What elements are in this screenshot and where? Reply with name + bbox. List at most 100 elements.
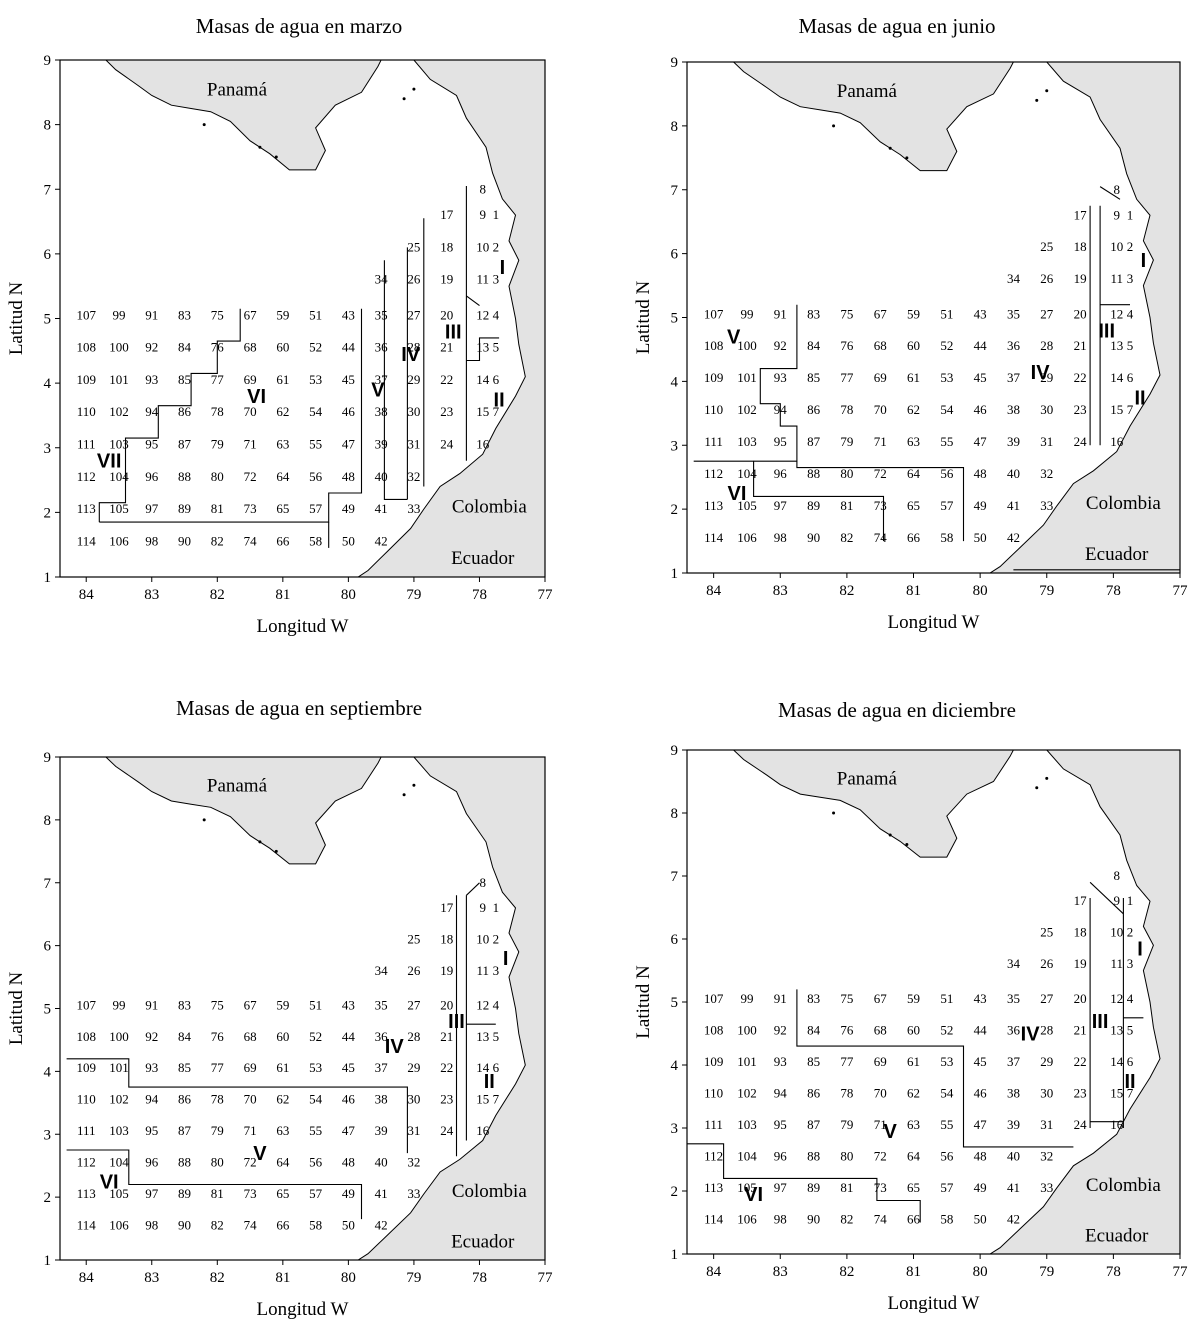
island-mark (1035, 786, 1039, 790)
station-label: 113 (704, 498, 723, 513)
panama-land (732, 62, 1014, 172)
station-label: 33 (1040, 498, 1053, 513)
station-label: 67 (244, 997, 258, 1012)
station-label: 57 (309, 501, 323, 516)
station-label: 82 (211, 1217, 224, 1232)
station-label: 2 (493, 239, 500, 254)
island-mark (258, 840, 262, 844)
x-tick-label: 78 (1106, 583, 1121, 599)
place-colombia: Colombia (1086, 1175, 1162, 1196)
station-label: 20 (1074, 991, 1087, 1006)
station-label: 65 (276, 1186, 289, 1201)
x-tick-label: 78 (1106, 1264, 1121, 1280)
y-axis-label: Latitud N (6, 282, 27, 356)
station-label: 53 (309, 1060, 322, 1075)
station-label: 54 (309, 404, 323, 419)
station-label: 79 (840, 1117, 853, 1132)
water-mass-boundary (66, 1058, 408, 1154)
y-tick-label: 3 (44, 1127, 52, 1143)
y-tick-label: 5 (44, 1002, 52, 1018)
station-label: 26 (407, 963, 421, 978)
station-label: 27 (1040, 991, 1054, 1006)
y-tick-label: 4 (671, 1058, 679, 1074)
y-tick-label: 9 (44, 750, 52, 766)
station-label: 97 (774, 1180, 788, 1195)
station-label: 28 (1040, 1022, 1053, 1037)
station-label: 90 (807, 1211, 820, 1226)
station-label: 94 (774, 1085, 788, 1100)
x-tick-label: 81 (275, 1270, 290, 1286)
station-label: 114 (704, 530, 724, 545)
station-label: 42 (375, 533, 388, 548)
station-label: 15 (1110, 402, 1123, 417)
station-label: 81 (840, 498, 853, 513)
station-label: 41 (375, 501, 388, 516)
station-label: 17 (1074, 207, 1088, 222)
y-tick-label: 8 (44, 813, 52, 829)
station-label: 6 (1127, 1054, 1134, 1069)
station-label: 9 (479, 207, 486, 222)
station-label: 70 (874, 1085, 887, 1100)
station-label: 109 (704, 1054, 724, 1069)
station-label: 48 (342, 469, 355, 484)
station-label: 66 (276, 1217, 290, 1232)
island-mark (402, 793, 406, 797)
water-mass-label: VI (728, 483, 747, 505)
panel-septiembre: Masas de agua en septiembre 84 83 82 81 80 79… (0, 668, 598, 1336)
station-label: 92 (774, 1022, 787, 1037)
station-label: 46 (974, 1085, 988, 1100)
colombia-land (357, 757, 545, 1260)
station-label: 34 (1007, 956, 1021, 971)
station-label: 25 (407, 239, 420, 254)
station-label: 67 (244, 307, 258, 322)
station-label: 84 (178, 1029, 192, 1044)
station-label: 3 (493, 272, 500, 287)
station-label: 53 (940, 370, 953, 385)
water-mass-boundary (796, 989, 1074, 1148)
y-tick-label: 7 (671, 869, 679, 885)
station-label: 59 (276, 997, 289, 1012)
station-label: 75 (211, 997, 224, 1012)
station-label: 66 (276, 533, 290, 548)
y-tick-label: 8 (671, 119, 679, 135)
station-label: 59 (907, 991, 920, 1006)
station-label: 69 (874, 1054, 887, 1069)
station-label: 24 (1074, 1117, 1088, 1132)
station-label: 78 (211, 404, 224, 419)
station-label: 87 (807, 434, 821, 449)
station-label: 31 (407, 1123, 420, 1138)
x-tick-label: 77 (1173, 583, 1189, 599)
station-label: 2 (1127, 239, 1134, 254)
station-label: 55 (309, 437, 322, 452)
station-label: 36 (375, 1029, 389, 1044)
station-label: 69 (874, 370, 887, 385)
station-label: 20 (1074, 306, 1087, 321)
station-label: 28 (1040, 338, 1053, 353)
panel-title: Masas de agua en diciembre (778, 698, 1016, 722)
station-label: 75 (840, 991, 853, 1006)
station-label: 25 (407, 931, 420, 946)
station-label: 62 (907, 402, 920, 417)
station-label: 110 (704, 1085, 723, 1100)
y-tick-label: 6 (44, 247, 52, 263)
station-label: 91 (774, 306, 787, 321)
station-label: 3 (1127, 271, 1134, 286)
x-tick-label: 77 (538, 1270, 554, 1286)
water-mass-label: II (1134, 387, 1145, 409)
station-label: 60 (907, 1022, 920, 1037)
water-mass-label: I (1141, 250, 1147, 272)
water-mass-boundary (796, 461, 965, 542)
station-label: 49 (342, 1186, 355, 1201)
station-label: 89 (807, 1180, 820, 1195)
water-mass-boundary (693, 460, 885, 542)
station-label: 94 (145, 1092, 159, 1107)
station-label: 56 (940, 1148, 954, 1163)
station-label: 10 (1110, 239, 1123, 254)
station-label: 32 (1040, 1148, 1053, 1163)
x-tick-label: 84 (79, 1270, 95, 1286)
panel-junio: Masas de agua en junio 84 83 82 81 80 79 78 77 1… (598, 0, 1196, 668)
colombia-land (989, 62, 1180, 573)
water-mass-label: VI (744, 1184, 763, 1206)
station-label: 19 (1074, 956, 1087, 971)
